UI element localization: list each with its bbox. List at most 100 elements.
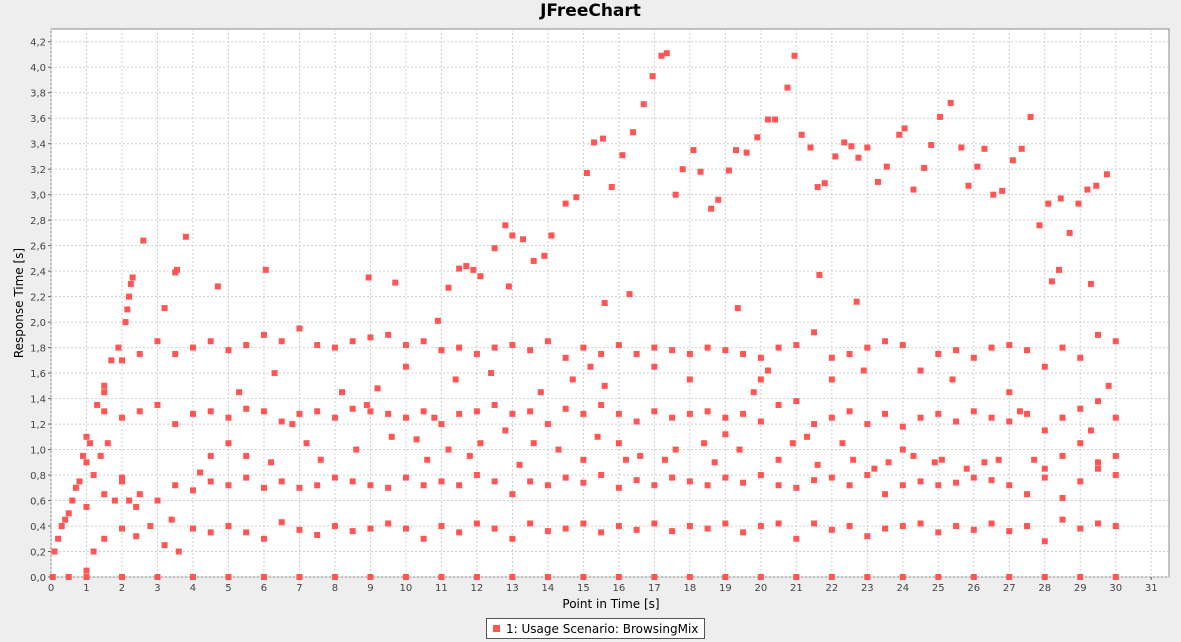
y-tick-label: 1,4 [30,395,46,406]
data-point [1077,574,1084,580]
data-point [686,410,693,417]
data-point [935,574,942,580]
data-point [189,487,196,494]
data-point [885,459,892,466]
data-point [1006,482,1013,489]
data-point [775,520,782,527]
data-point [1018,145,1025,152]
data-point [452,376,459,383]
data-point [793,342,800,349]
data-point [1095,398,1102,405]
data-point [722,431,729,438]
data-point [317,456,324,463]
data-point [757,376,764,383]
data-point [1077,478,1084,485]
data-point [828,414,835,421]
data-point [225,574,232,580]
data-point [544,482,551,489]
data-point [882,338,889,345]
data-point [1112,472,1119,479]
x-tick-label: 28 [1038,583,1051,594]
data-point [793,398,800,405]
data-point [910,186,917,193]
data-point [189,574,196,580]
data-point [775,482,782,489]
data-point [633,418,640,425]
data-point [725,167,732,174]
data-point [385,331,392,338]
data-point [757,418,764,425]
data-point [828,526,835,533]
data-point [910,452,917,459]
data-point [94,401,101,408]
data-point [189,344,196,351]
data-point [402,574,409,580]
data-point [509,535,516,542]
data-point [722,574,729,580]
data-point [473,520,480,527]
data-point [988,344,995,351]
data-point [591,139,598,146]
data-point [626,291,633,298]
data-point [214,283,221,290]
x-tick-label: 1 [83,583,89,594]
data-point [296,484,303,491]
data-point [154,497,161,504]
data-point [864,533,871,540]
data-point [101,491,108,498]
data-point [385,520,392,527]
data-point [882,525,889,532]
data-point [669,347,676,354]
data-point [1087,280,1094,287]
data-point [101,535,108,542]
data-point [1095,520,1102,527]
data-point [124,306,131,313]
data-point [1041,538,1048,545]
data-point [562,200,569,207]
y-tick-label: 0,0 [30,573,46,584]
data-point [999,187,1006,194]
y-tick-label: 2,8 [30,216,46,227]
data-point [101,408,108,415]
data-point [864,472,871,479]
data-point [363,401,370,408]
data-point [814,184,821,191]
data-point [963,465,970,472]
data-point [314,342,321,349]
data-point [65,510,72,517]
data-point [1016,408,1023,415]
data-point [491,401,498,408]
data-point [1031,456,1038,463]
data-point [161,542,168,549]
data-point [658,52,665,59]
y-tick-label: 3,4 [30,140,46,151]
x-tick-label: 7 [296,583,302,594]
data-point [921,164,928,171]
data-point [349,405,356,412]
data-point [87,440,94,447]
data-point [118,357,125,364]
data-point [339,389,346,396]
data-point [1024,491,1031,498]
data-point [154,338,161,345]
data-point [207,452,214,459]
data-point [49,574,56,580]
data-point [126,293,133,300]
data-point [473,350,480,357]
data-point [807,144,814,151]
x-tick-label: 24 [896,583,909,594]
data-point [1006,574,1013,580]
data-point [527,520,534,527]
plot-background [50,28,1170,578]
data-point [367,482,374,489]
data-point [622,456,629,463]
data-point [207,338,214,345]
data-point [764,367,771,374]
data-point [672,446,679,453]
data-point [118,574,125,580]
data-point [278,418,285,425]
data-point [764,116,771,123]
data-point [1041,474,1048,481]
x-tick-label: 8 [332,583,338,594]
data-point [555,446,562,453]
